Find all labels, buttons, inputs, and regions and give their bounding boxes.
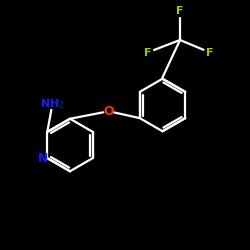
Text: O: O (104, 105, 114, 118)
Text: F: F (206, 48, 214, 58)
Text: F: F (176, 6, 184, 16)
Text: N: N (38, 152, 48, 164)
Text: F: F (144, 48, 151, 58)
Text: NH$_2$: NH$_2$ (40, 97, 65, 111)
